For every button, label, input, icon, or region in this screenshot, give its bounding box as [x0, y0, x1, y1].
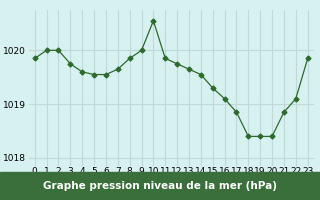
Text: Graphe pression niveau de la mer (hPa): Graphe pression niveau de la mer (hPa)	[43, 181, 277, 191]
